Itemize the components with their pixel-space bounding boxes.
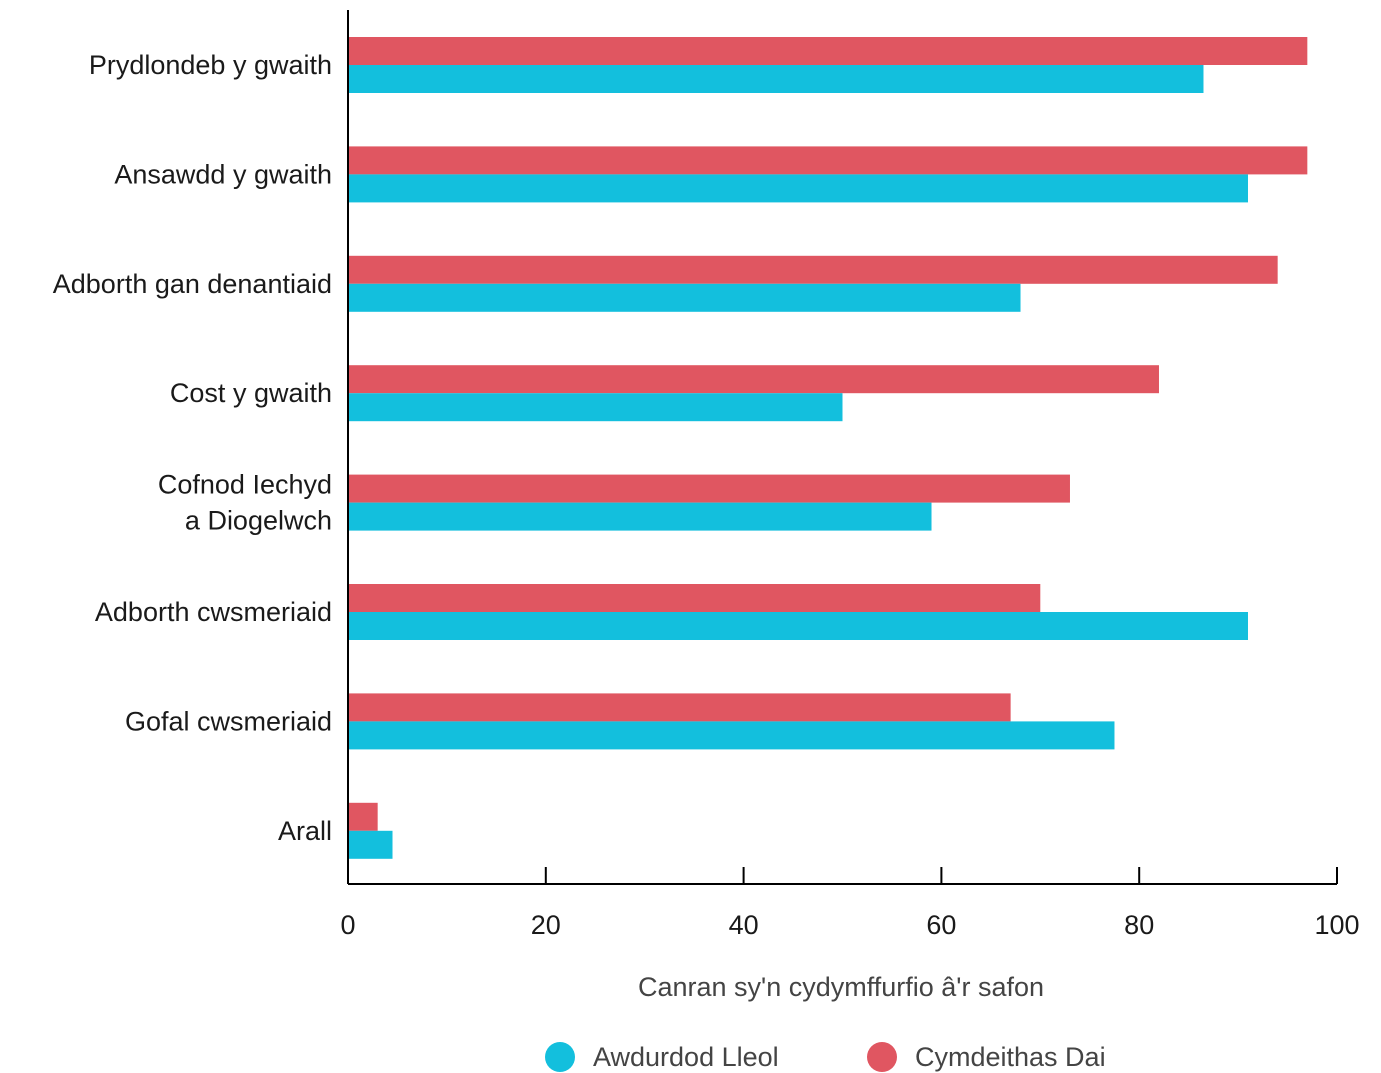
bar-cymdeithas-dai-2: [348, 255, 1278, 284]
x-axis-ticks: 0 20 40 60 80 100: [340, 867, 1360, 940]
category-labels: Prydlondeb y gwaith Ansawdd y gwaith Adbor…: [53, 50, 332, 846]
legend-swatch: [545, 1042, 575, 1072]
bar-cymdeithas-dai-1: [348, 146, 1308, 175]
category-label: Ansawdd y gwaith: [114, 159, 332, 189]
bar-cymdeithas-dai-6: [348, 693, 1011, 722]
category-label: Prydlondeb y gwaith: [89, 50, 332, 80]
category-label: Adborth cwsmeriaid: [95, 597, 332, 627]
x-tick-label: 0: [340, 910, 355, 940]
bar-awdurdod-lleol-7: [348, 830, 393, 859]
bar-awdurdod-lleol-0: [348, 65, 1204, 93]
legend: Awdurdod Lleol Cymdeithas Dai: [545, 1042, 1106, 1072]
legend-swatch: [867, 1042, 897, 1072]
bar-cymdeithas-dai-0: [348, 37, 1308, 65]
category-label: Adborth gan denantiaid: [53, 269, 332, 299]
legend-label: Awdurdod Lleol: [593, 1042, 779, 1072]
bar-cymdeithas-dai-4: [348, 474, 1070, 503]
category-label: Arall: [278, 816, 332, 846]
bar-awdurdod-lleol-3: [348, 393, 843, 422]
bar-awdurdod-lleol-1: [348, 174, 1248, 203]
bar-awdurdod-lleol-2: [348, 283, 1021, 312]
x-tick-label: 80: [1124, 910, 1154, 940]
category-label: a Diogelwch: [185, 506, 332, 536]
bar-awdurdod-lleol-4: [348, 502, 932, 531]
bars-group: [348, 37, 1308, 859]
category-label: Cost y gwaith: [170, 378, 332, 408]
x-tick-label: 40: [729, 910, 759, 940]
bar-awdurdod-lleol-5: [348, 612, 1248, 640]
bar-awdurdod-lleol-6: [348, 721, 1115, 750]
category-label: Cofnod Iechyd: [158, 470, 332, 500]
legend-label: Cymdeithas Dai: [915, 1042, 1106, 1072]
bar-cymdeithas-dai-3: [348, 365, 1159, 394]
x-tick-label: 100: [1314, 910, 1359, 940]
bar-cymdeithas-dai-7: [348, 802, 378, 831]
x-tick-label: 60: [926, 910, 956, 940]
category-label: Gofal cwsmeriaid: [125, 706, 332, 736]
x-tick-label: 20: [531, 910, 561, 940]
x-axis-title: Canran sy'n cydymffurfio â'r safon: [638, 972, 1044, 1002]
bar-cymdeithas-dai-5: [348, 584, 1041, 612]
